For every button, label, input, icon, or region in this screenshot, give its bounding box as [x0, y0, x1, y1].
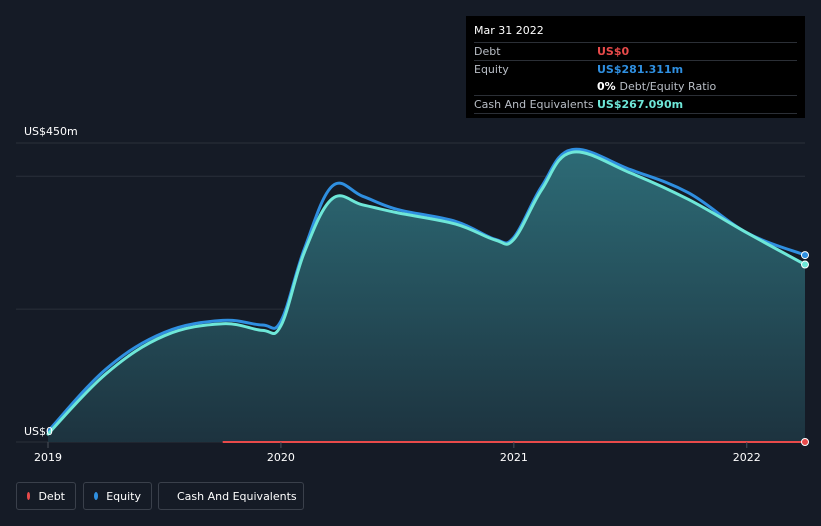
y-axis-max-label: US$450m	[24, 125, 78, 138]
tooltip-ratio-spacer	[474, 78, 597, 95]
x-axis: 2019 2020 2021 2022	[34, 442, 761, 464]
area-layer	[48, 151, 805, 443]
cash-end-marker	[801, 260, 809, 269]
tooltip-debt-label: Debt	[474, 45, 501, 58]
tooltip-ratio-value: 0% Debt/Equity Ratio	[597, 78, 716, 95]
legend-cash-label: Cash And Equivalents	[177, 489, 297, 503]
debt-dot-icon	[27, 492, 31, 500]
legend-equity-toggle[interactable]: Equity	[83, 482, 152, 510]
tooltip-cash-label: Cash And Equivalents	[474, 98, 594, 111]
tooltip-equity-label: Equity	[474, 63, 509, 76]
tooltip-debt-row: Debt US$0	[474, 43, 797, 61]
tooltip-equity-row: Equity US$281.311m	[474, 61, 797, 78]
cash-line	[46, 150, 807, 436]
tooltip-date: Mar 31 2022	[474, 24, 797, 43]
tooltip-ratio-label: Debt/Equity Ratio	[619, 80, 717, 93]
tooltip-ratio-row: 0% Debt/Equity Ratio	[474, 78, 797, 96]
tooltip-debt-value: US$0	[597, 45, 630, 58]
data-tooltip: Mar 31 2022 Debt US$0 Equity US$281.311m…	[466, 16, 805, 118]
legend-debt-label: Debt	[38, 489, 65, 503]
end-markers	[801, 251, 809, 446]
equity-dot-icon	[94, 492, 99, 500]
tooltip-cash-row: Cash And Equivalents US$267.090m	[474, 96, 797, 114]
tooltip-ratio-percent: 0%	[597, 80, 616, 93]
x-tick-label-2021: 2021	[500, 451, 528, 464]
legend-equity-label: Equity	[106, 489, 141, 503]
legend-cash-toggle[interactable]: Cash And Equivalents	[158, 482, 304, 510]
debt-end-marker	[801, 438, 809, 446]
tooltip-equity-value: US$281.311m	[597, 63, 684, 76]
x-tick-label-2020: 2020	[267, 451, 295, 464]
equity-line	[46, 147, 807, 433]
x-tick-label-2019: 2019	[34, 451, 62, 464]
x-tick-label-2022: 2022	[733, 451, 761, 464]
legend-debt-toggle[interactable]: Debt	[16, 482, 76, 510]
equity-end-marker	[801, 251, 809, 260]
y-axis-min-label: US$0	[24, 425, 53, 438]
tooltip-cash-value: US$267.090m	[597, 98, 684, 111]
cash-area-fill	[48, 151, 805, 443]
